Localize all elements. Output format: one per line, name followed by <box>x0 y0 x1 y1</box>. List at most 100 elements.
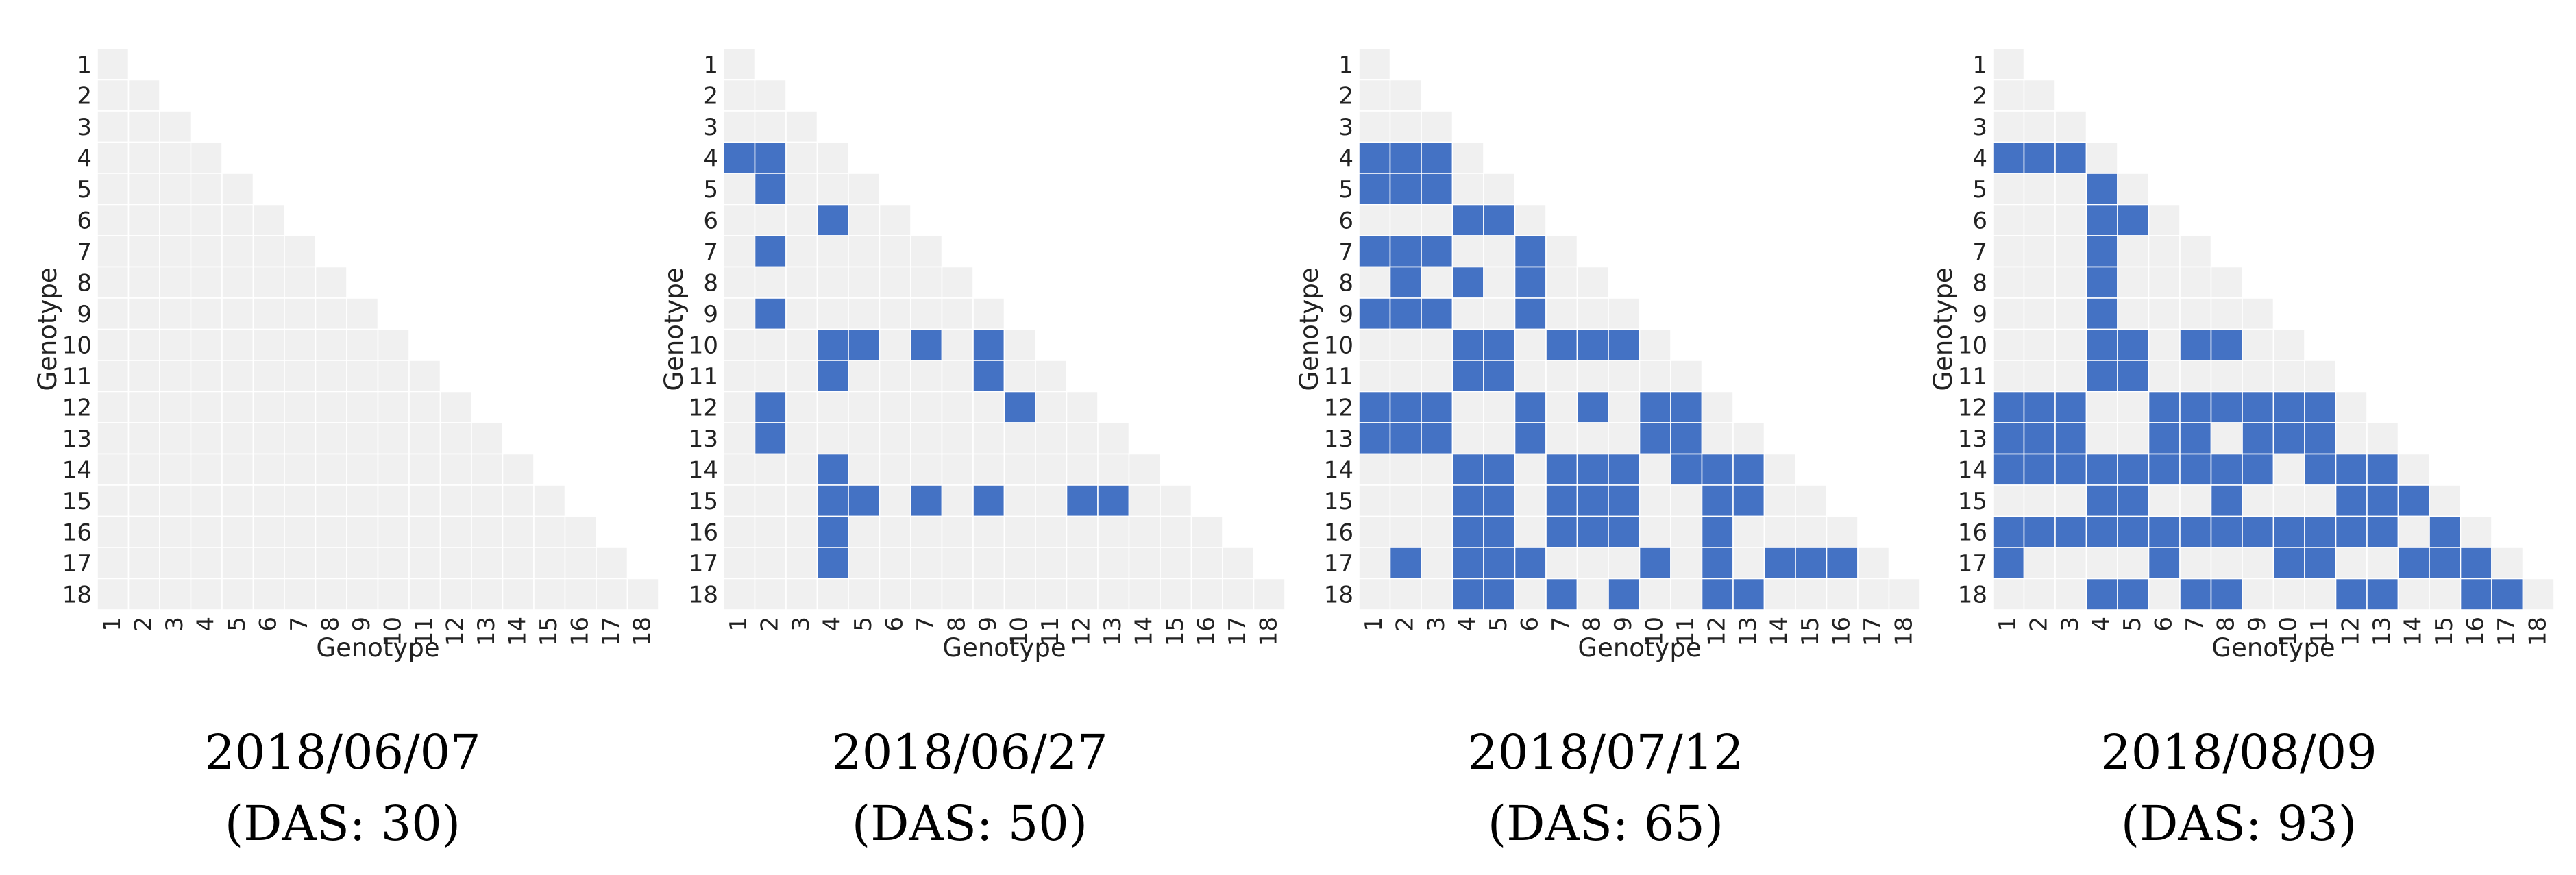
heatmap-cell-r14-c3 <box>785 453 818 486</box>
x-tick-label: 11 <box>2306 617 2333 646</box>
x-tick-label: 1 <box>99 617 126 632</box>
heatmap-cell-r12-c9 <box>2242 391 2274 423</box>
x-tick-label: 17 <box>1859 617 1887 646</box>
heatmap-cell-r14-c2 <box>754 453 787 486</box>
heatmap-cell-r18-c16 <box>1826 578 1859 611</box>
heatmap-cell-r10-c7 <box>1545 328 1578 361</box>
heatmap-cell-r4-c2 <box>2023 141 2056 174</box>
heatmap-cell-r4-c2 <box>1389 141 1422 174</box>
heatmap-cell-r7-c4 <box>816 235 849 268</box>
heatmap-cell-r11-c3 <box>785 360 818 393</box>
x-tick-label: 2 <box>130 617 157 632</box>
heatmap-cell-r13-c9 <box>346 422 379 455</box>
heatmap-cell-r13-c9 <box>2242 422 2274 455</box>
heatmap-cell-r5-c4 <box>816 173 849 206</box>
y-tick-label: 12 <box>1324 394 1353 421</box>
heatmap-cell-r4-c1 <box>723 141 756 174</box>
heatmap-cell-r16-c16 <box>1826 515 1859 548</box>
heatmap-cell-r2-c2 <box>127 79 160 112</box>
heatmap-cell-r13-c3 <box>785 422 818 455</box>
heatmap-cell-r4-c3 <box>1421 141 1453 174</box>
y-axis-label: Genotype <box>1295 267 1324 391</box>
heatmap-cell-r15-c9 <box>1608 484 1641 517</box>
heatmap-cell-r18-c15 <box>2429 578 2462 611</box>
heatmap-cell-r6-c2 <box>2023 204 2056 236</box>
heatmap-cell-r10-c7 <box>284 328 317 361</box>
heatmap-cell-r16-c14 <box>1128 515 1161 548</box>
heatmap-cell-r17-c13 <box>1097 547 1130 580</box>
y-tick-label: 7 <box>1972 238 1987 266</box>
heatmap-cell-r12-c4 <box>2085 391 2118 423</box>
heatmap-cell-r14-c6 <box>1514 453 1547 486</box>
heatmap-cell-r16-c2 <box>754 515 787 548</box>
y-tick-label: 13 <box>689 426 718 453</box>
heatmap-cell-r13-c9 <box>972 422 1005 455</box>
y-tick-label: 15 <box>689 488 718 515</box>
heatmap-cell-r11-c10 <box>1003 360 1036 393</box>
heatmap-cell-r15-c5 <box>2117 484 2150 517</box>
heatmap-cell-r16-c10 <box>1003 515 1036 548</box>
heatmap-cell-r15-c12 <box>1701 484 1734 517</box>
heatmap-cell-r9-c3 <box>159 297 192 330</box>
heatmap-cell-r10-c9 <box>1608 328 1641 361</box>
heatmap-cell-r16-c1 <box>97 515 130 548</box>
y-tick-label: 4 <box>1338 145 1353 172</box>
heatmap-cell-r15-c10 <box>1639 484 1671 517</box>
heatmap-cell-r18-c14 <box>502 578 535 611</box>
heatmap-cell-r9-c4 <box>2085 297 2118 330</box>
heatmap-cell-r13-c1 <box>723 422 756 455</box>
x-tick-label: 18 <box>1890 617 1917 646</box>
heatmap-cell-r18-c17 <box>2491 578 2524 611</box>
heatmap-cell-r15-c8 <box>2210 484 2243 517</box>
heatmap-cell-r8-c8 <box>315 266 347 299</box>
heatmap-cell-r7-c2 <box>754 235 787 268</box>
heatmap-cell-r16-c7 <box>2179 515 2212 548</box>
x-tick-label: 2 <box>1391 617 1419 632</box>
heatmap-cell-r13-c10 <box>2272 422 2305 455</box>
heatmap-cell-r17-c7 <box>2179 547 2212 580</box>
heatmap-cell-r7-c2 <box>127 235 160 268</box>
heatmap-cell-r17-c17 <box>1222 547 1255 580</box>
heatmap-cell-r10-c3 <box>2054 328 2087 361</box>
heatmap-cell-r5-c5 <box>848 173 881 206</box>
heatmap-cell-r14-c6 <box>879 453 911 486</box>
heatmap-cell-r14-c7 <box>1545 453 1578 486</box>
heatmap-cell-r13-c6 <box>879 422 911 455</box>
heatmap-cell-r18-c18 <box>626 578 659 611</box>
heatmap-cell-r7-c3 <box>1421 235 1453 268</box>
heatmap-cell-r6-c3 <box>1421 204 1453 236</box>
y-tick-label: 4 <box>77 145 92 172</box>
heatmap-cell-r14-c14 <box>1128 453 1161 486</box>
heatmap-cell-r7-c6 <box>879 235 911 268</box>
heatmap-cell-r13-c7 <box>910 422 943 455</box>
heatmap-cell-r17-c14 <box>502 547 535 580</box>
heatmap-cell-r10-c9 <box>972 328 1005 361</box>
heatmap-cell-r18-c12 <box>1066 578 1099 611</box>
heatmap-cell-r15-c3 <box>785 484 818 517</box>
heatmap-cell-r14-c1 <box>723 453 756 486</box>
heatmap-cell-r13-c4 <box>1451 422 1484 455</box>
heatmap-cell-r7-c7 <box>1545 235 1578 268</box>
heatmap-cell-r8-c1 <box>723 266 756 299</box>
heatmap-cell-r13-c3 <box>159 422 192 455</box>
heatmap-cell-r17-c9 <box>346 547 379 580</box>
heatmap-cell-r16-c6 <box>2148 515 2181 548</box>
heatmap-cell-r6-c5 <box>848 204 881 236</box>
heatmap-cell-r16-c4 <box>2085 515 2118 548</box>
x-tick-label: 7 <box>2181 617 2209 632</box>
heatmap-cell-r15-c4 <box>1451 484 1484 517</box>
x-tick-label: 9 <box>2244 617 2271 632</box>
heatmap-cell-r11-c3 <box>159 360 192 393</box>
y-tick-label: 2 <box>1338 82 1353 110</box>
heatmap-cell-r8-c1 <box>1358 266 1391 299</box>
heatmap-cell-r18-c5 <box>1483 578 1516 611</box>
heatmap-cell-r10-c4 <box>2085 328 2118 361</box>
heatmap-cell-r17-c16 <box>1190 547 1223 580</box>
heatmap-cell-r5-c3 <box>2054 173 2087 206</box>
heatmap-cell-r16-c14 <box>1763 515 1796 548</box>
heatmap-cell-r15-c11 <box>408 484 441 517</box>
heatmap-cell-r11-c9 <box>1608 360 1641 393</box>
heatmap-cell-r16-c4 <box>816 515 849 548</box>
heatmap-cell-r9-c7 <box>2179 297 2212 330</box>
heatmap-cell-r15-c1 <box>97 484 130 517</box>
